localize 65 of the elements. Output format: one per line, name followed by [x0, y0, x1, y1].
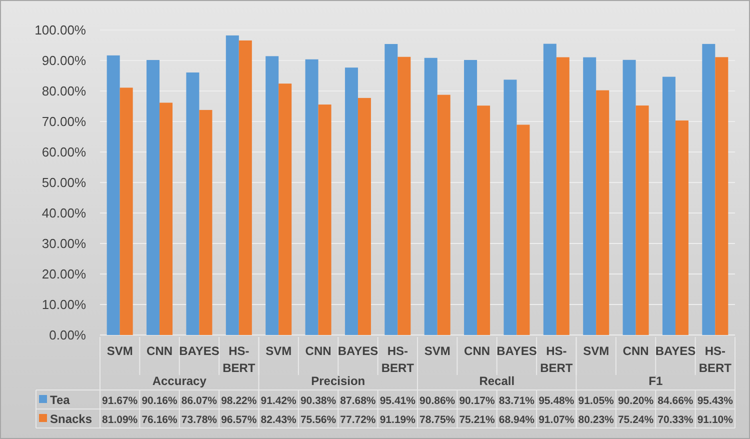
- x-tick-label: BAYES: [338, 344, 378, 358]
- x-tick-label: CNN: [305, 344, 332, 358]
- y-tick-label: 10.00%: [42, 297, 86, 312]
- y-tick-label: 80.00%: [42, 84, 86, 99]
- text: Precision: [311, 374, 366, 388]
- text: Accuracy: [152, 374, 207, 388]
- y-tick-label: 100.00%: [34, 22, 86, 38]
- data-label: 90.20%: [618, 395, 654, 407]
- x-tick-label: CNN: [622, 344, 649, 358]
- data-label: 95.41%: [380, 395, 416, 407]
- data-label: 90.38%: [300, 395, 337, 407]
- data-label: 83.71%: [498, 395, 536, 407]
- data-label: 96.57%: [221, 414, 258, 426]
- x-tick-label: CNN: [146, 344, 173, 358]
- data-label: 90.16%: [142, 395, 178, 407]
- x-tick-label: HS-BERT: [222, 344, 256, 375]
- data-label: 80.23%: [578, 414, 615, 426]
- y-tick-label: 20.00%: [42, 266, 86, 282]
- data-label: 77.72%: [340, 414, 376, 426]
- x-tick-label: SVM: [424, 344, 450, 358]
- x-tick-label: BAYES: [496, 344, 537, 358]
- data-label: 73.78%: [181, 414, 218, 426]
- data-label: 98.22%: [221, 395, 258, 407]
- x-tick-label: HS-BERT: [540, 344, 574, 375]
- data-label: 91.07%: [538, 414, 575, 426]
- data-label: 91.19%: [380, 414, 416, 426]
- y-tick-label: 30.00%: [42, 236, 86, 252]
- data-label: 87.68%: [340, 395, 376, 407]
- data-label: 76.16%: [142, 414, 178, 426]
- data-label: 90.17%: [459, 395, 496, 407]
- text: Recall: [479, 374, 515, 388]
- y-tick-label: 50.00%: [42, 175, 86, 190]
- data-label: 81.09%: [102, 414, 138, 426]
- data-label: 90.86%: [420, 395, 456, 407]
- data-label: 75.24%: [618, 414, 654, 426]
- data-label: 91.10%: [697, 414, 734, 426]
- data-label: 95.48%: [538, 395, 575, 407]
- data-label: 75.56%: [300, 414, 337, 426]
- x-tick-label: CNN: [464, 344, 490, 358]
- data-label: 70.33%: [658, 414, 694, 426]
- y-tick-label: 60.00%: [42, 144, 86, 160]
- x-tick-label: BAYES: [655, 344, 696, 358]
- x-tick-label: SVM: [583, 344, 610, 358]
- data-label: 91.67%: [102, 395, 138, 407]
- legend-label: Tea: [50, 393, 70, 407]
- data-label: 95.43%: [697, 395, 734, 407]
- data-label: 68.94%: [498, 414, 536, 426]
- data-label: 75.21%: [459, 414, 496, 426]
- y-tick-label: 90.00%: [42, 53, 86, 68]
- x-tick-label: HS-BERT: [698, 344, 732, 375]
- data-label: 82.43%: [260, 414, 298, 426]
- x-tick-label: HS-BERT: [381, 344, 415, 375]
- y-tick-label: 70.00%: [42, 114, 86, 130]
- x-tick-label: BAYES: [179, 344, 220, 358]
- data-label: 78.75%: [420, 414, 456, 426]
- x-tick-label: SVM: [266, 344, 292, 358]
- text: F1: [648, 374, 663, 388]
- legend-label: Snacks: [50, 412, 92, 426]
- data-label: 86.07%: [181, 395, 218, 407]
- data-label: 91.42%: [260, 395, 298, 407]
- y-tick-label: 0.00%: [49, 328, 86, 343]
- y-tick-label: 40.00%: [42, 206, 86, 221]
- data-label: 91.05%: [578, 395, 615, 407]
- data-label: 84.66%: [658, 395, 694, 407]
- x-tick-label: SVM: [106, 344, 133, 358]
